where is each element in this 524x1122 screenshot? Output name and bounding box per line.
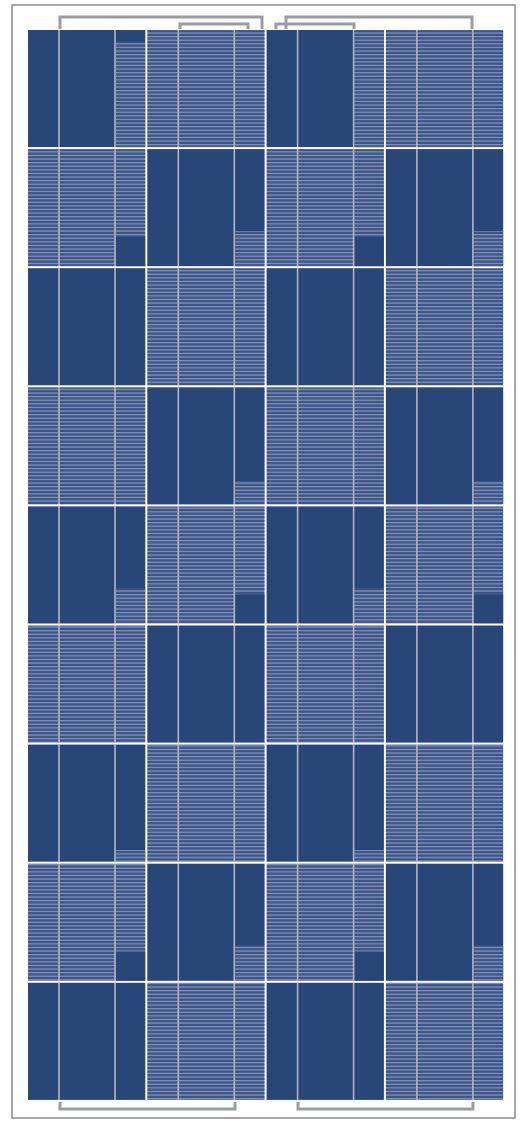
cell-strip (354, 588, 384, 624)
cell-strip (473, 231, 504, 267)
cell (266, 625, 384, 743)
cell-strip (116, 849, 146, 862)
cell-strip (116, 588, 146, 624)
top-wire (178, 22, 250, 29)
cell (147, 744, 265, 862)
cell-strip (354, 951, 384, 981)
cell (266, 744, 384, 862)
cell (266, 268, 384, 386)
cell (147, 268, 265, 386)
cell-strip (116, 951, 146, 981)
cell (266, 387, 384, 505)
bottom-wire (58, 1102, 237, 1111)
cell (385, 982, 504, 1100)
top-wire (274, 22, 356, 29)
cell (147, 982, 265, 1100)
bottom-wire (296, 1102, 475, 1111)
cell-strip (116, 236, 146, 267)
cell (147, 30, 265, 148)
cell (385, 744, 504, 862)
cell (28, 625, 146, 743)
cell-strip (235, 480, 265, 505)
cell-strip (235, 945, 265, 981)
cell (28, 744, 146, 862)
cell-strip (235, 594, 265, 624)
cell (266, 982, 384, 1100)
cell (147, 625, 265, 743)
cell (385, 625, 504, 743)
top-wire (58, 15, 264, 29)
cells (28, 30, 504, 1100)
cell-strip (473, 945, 504, 981)
cell (28, 268, 146, 386)
cell-strip (473, 594, 504, 624)
cell (28, 387, 146, 505)
cell-strip (354, 236, 384, 267)
wiring (58, 15, 475, 1111)
cell (385, 268, 504, 386)
cell (28, 982, 146, 1100)
cell-strip (354, 30, 384, 148)
cell-strip (354, 849, 384, 862)
cell-strip (235, 231, 265, 267)
cell (385, 30, 504, 148)
cell-strip (473, 480, 504, 505)
cell-strip (116, 41, 146, 148)
